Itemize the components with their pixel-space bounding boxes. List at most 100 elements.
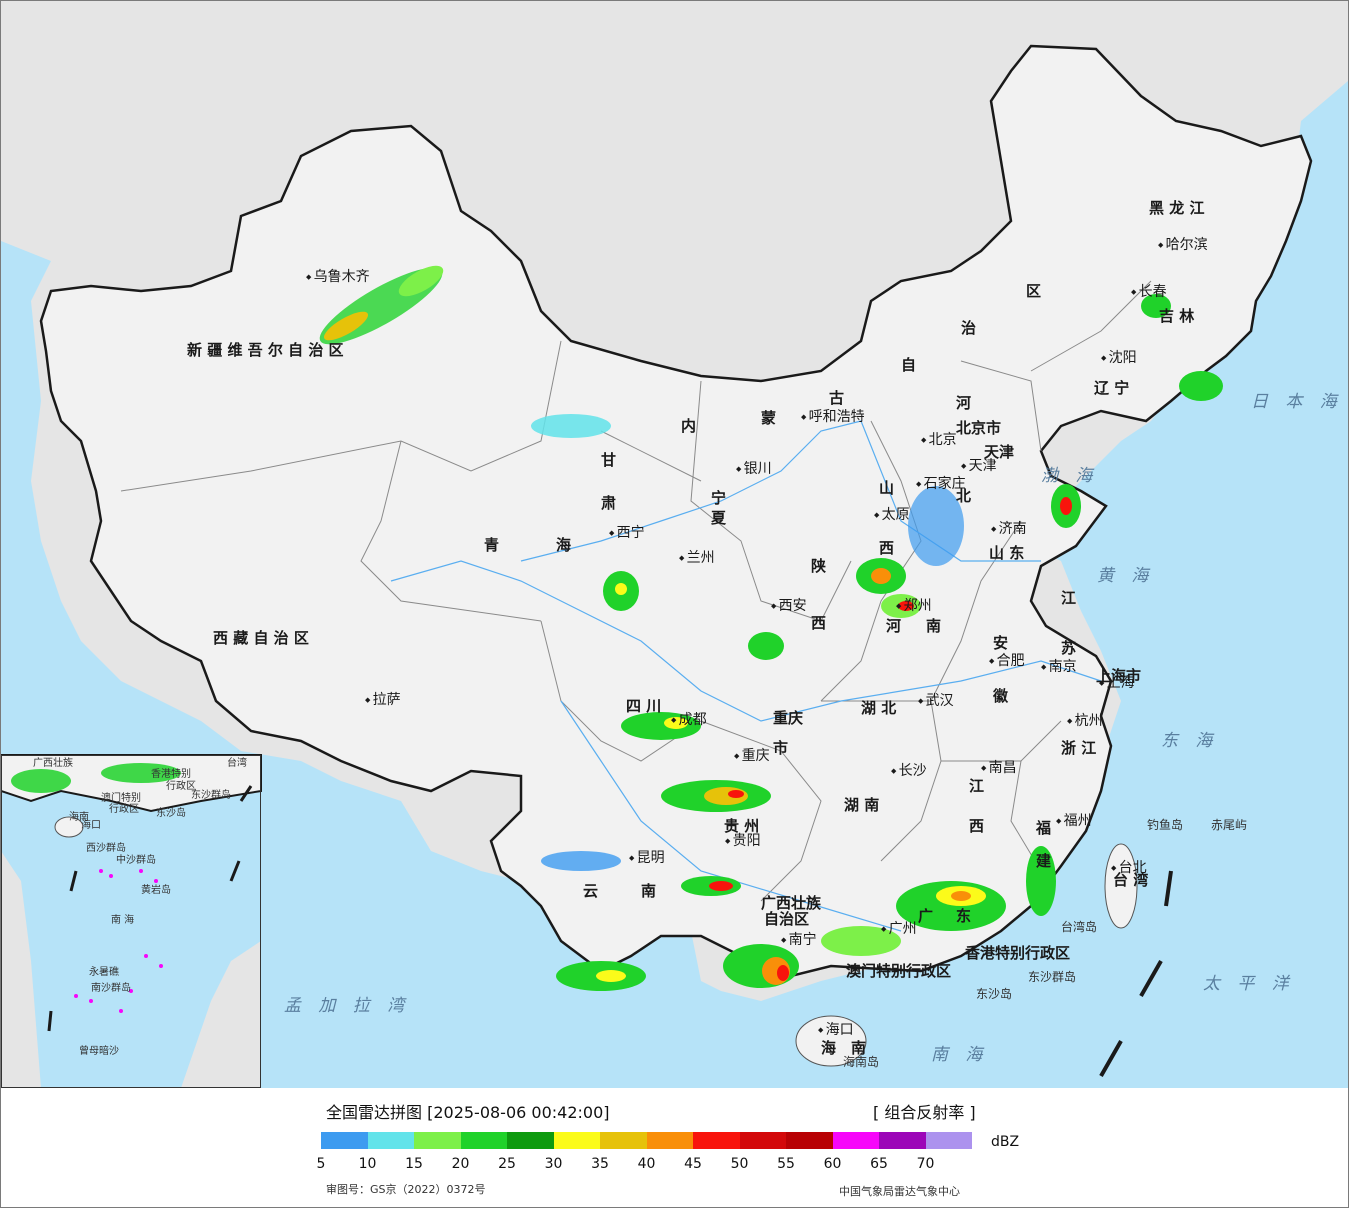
city-label: 昆明 [629,851,665,865]
city-label: 成都 [671,713,707,727]
province-label: 新 疆 维 吾 尔 自 治 区 [187,341,344,359]
city-label: 上海 [1099,676,1135,690]
province-label: 内 [681,417,697,435]
city-label: 合肥 [989,654,1025,668]
province-label: 自 [901,356,917,374]
color-scale-cell [367,1132,414,1149]
inset-label: 海南 [69,812,89,823]
province-label: 西 [811,614,827,632]
review-number: 审图号：GS京（2022）0372号 [326,1183,486,1196]
province-label: 陕 [811,557,827,575]
inset-label: 中沙群岛 [116,855,156,866]
province-label: 四 川 [626,697,662,715]
color-scale-tick: 45 [684,1156,702,1172]
province-label: 福 [1036,819,1052,837]
color-scale-cell [832,1132,879,1149]
province-label: 贵 州 [724,817,760,835]
color-scale-cell [321,1132,368,1149]
city-label: 南宁 [781,933,817,947]
inset-label: 海口 [81,820,101,831]
island-label: 东沙岛 [976,987,1013,1001]
city-label: 乌鲁木齐 [306,270,370,284]
inset-label: 南 海 [111,915,135,926]
province-label: 广 [918,907,934,925]
province-label: 西 藏 自 治 区 [213,629,309,647]
color-scale-cell [786,1132,833,1149]
province-label: 北 [956,487,972,505]
province-label: 治 [961,319,977,337]
city-label: 武汉 [918,694,954,708]
province-label: 山 东 [989,544,1025,562]
city-label: 西宁 [609,526,645,540]
inset-label: 南沙群岛 [91,983,131,994]
south-china-sea-inset [1,754,262,1088]
color-scale-cell [693,1132,740,1149]
color-scale-tick: 30 [544,1156,563,1172]
inset-label: 永暑礁 [89,967,119,978]
province-label: 辽 宁 [1094,379,1130,397]
city-label: 北京 [921,433,957,447]
legend-panel: 全国雷达拼图 [2025-08-06 00:42:00] [ 组合反射率 ] 5… [1,1089,1348,1207]
province-label: 青 [484,536,500,554]
province-label: 云 [583,882,599,900]
city-label: 兰州 [679,551,715,565]
color-scale-tick: 70 [916,1156,935,1172]
sea-label: 东 海 [1161,731,1219,751]
province-label: 安 [993,634,1009,652]
sea-label: 渤 海 [1041,466,1099,486]
province-label: 南 [851,1039,867,1057]
color-scale-tick: 5 [316,1156,326,1172]
color-scale-cell [925,1132,972,1149]
color-scale-cell [460,1132,507,1149]
color-scale-cell [507,1132,554,1149]
province-label: 台 湾 [1113,871,1149,889]
color-scale-bar [321,1132,972,1149]
island-label: 赤尾屿 [1211,818,1248,832]
city-label: 银川 [736,462,772,476]
city-label: 海口 [818,1023,854,1037]
color-scale-tick: 10 [358,1156,377,1172]
color-scale-cell [646,1132,693,1149]
legend-title: 全国雷达拼图 [2025-08-06 00:42:00] [326,1103,610,1122]
inset-label: 广西壮族 [33,758,73,769]
province-label: 黑 龙 江 [1149,199,1205,217]
inset-label: 行政区 [109,804,139,815]
city-label: 杭州 [1067,714,1103,728]
inset-label: 黄岩岛 [141,885,171,896]
inset-label: 东沙群岛 [191,790,231,801]
sea-label: 黄 海 [1097,566,1155,586]
province-label: 甘 [601,451,617,469]
province-label: 南 [926,617,942,635]
city-label: 广州 [881,922,917,936]
city-label: 南昌 [981,761,1017,775]
province-label: 江 [1061,589,1077,607]
province-label: 东 [956,907,972,925]
inset-label: 曾母暗沙 [79,1046,119,1057]
city-label: 福州 [1056,814,1092,828]
sea-boundary-dashes [1099,870,1173,1077]
city-label: 天津 [961,459,997,473]
color-scale-cell [879,1132,926,1149]
province-label: 市 [773,739,789,757]
province-label: 苏 [1061,639,1077,657]
inset-label: 行政区 [166,781,196,792]
inset-label: 西沙群岛 [86,843,126,854]
island-label: 东沙群岛 [1028,970,1077,984]
province-label: 区 [1026,282,1042,300]
province-label: 南 [641,882,657,900]
province-label: 重庆 [773,709,804,727]
province-label: 西 [969,817,985,835]
city-label: 郑州 [896,599,932,613]
color-scale-tick: 20 [451,1156,470,1172]
color-scale-tick: 60 [823,1156,842,1172]
city-label: 长沙 [891,764,927,778]
province-label: 江 [969,777,985,795]
color-scale-tick: 15 [405,1156,423,1172]
sea-label: 南 海 [931,1045,989,1065]
island-label: 海南岛 [843,1055,880,1069]
province-label: 古 [829,389,845,407]
inset-label: 台湾 [227,758,247,769]
province-label: 山 [879,479,895,497]
province-label: 海 [556,536,572,554]
